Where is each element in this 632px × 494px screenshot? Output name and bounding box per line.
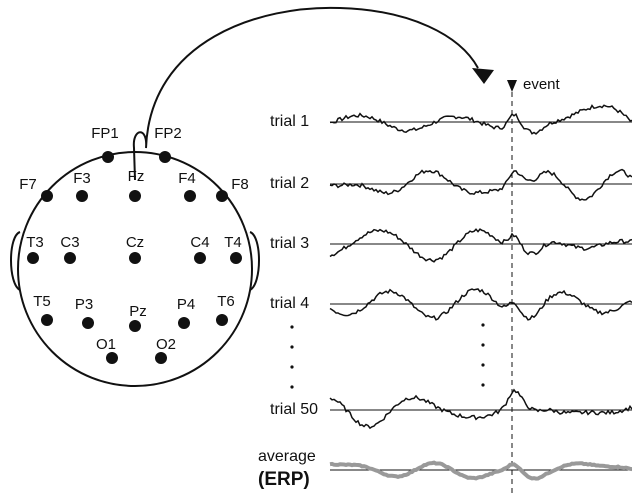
arrow-head xyxy=(472,68,494,84)
trial-label: trial 4 xyxy=(270,295,309,312)
head xyxy=(17,151,253,387)
trial-label: trial 50 xyxy=(270,401,318,418)
electrode xyxy=(27,252,39,264)
trial-waveform xyxy=(329,104,632,135)
electrode xyxy=(129,190,141,202)
ellipsis xyxy=(290,323,485,389)
electrode xyxy=(194,252,206,264)
erp-label: (ERP) xyxy=(258,469,310,490)
electrode xyxy=(106,352,118,364)
electrode xyxy=(155,352,167,364)
trial-label: trial 3 xyxy=(270,235,309,252)
electrode-label: C3 xyxy=(60,234,79,251)
trial-waveform xyxy=(329,228,632,263)
electrode-label: T4 xyxy=(224,234,242,251)
electrode xyxy=(216,314,228,326)
average-label: average xyxy=(258,448,316,465)
electrode xyxy=(129,320,141,332)
electrode-label: Fz xyxy=(128,168,145,185)
electrode-label: T3 xyxy=(26,234,44,251)
electrode-label: Pz xyxy=(129,303,147,320)
trial-label: trial 1 xyxy=(270,113,309,130)
electrode xyxy=(64,252,76,264)
electrode-label: F4 xyxy=(178,170,196,187)
trial-waveform xyxy=(329,168,632,202)
electrode-label: O2 xyxy=(156,336,176,353)
electrode xyxy=(230,252,242,264)
electrode xyxy=(184,190,196,202)
electrode-label: F7 xyxy=(19,176,37,193)
electrode xyxy=(102,151,114,163)
electrode-label: FP1 xyxy=(91,125,119,142)
electrode xyxy=(159,151,171,163)
left-ear xyxy=(10,231,21,291)
trial-waveform xyxy=(329,388,632,430)
event-label: event xyxy=(523,76,561,93)
erp-waveform xyxy=(329,460,632,481)
electrode xyxy=(41,314,53,326)
event-marker xyxy=(507,80,517,92)
right-ear xyxy=(249,231,260,291)
electrode xyxy=(41,190,53,202)
trial-label: trial 2 xyxy=(270,175,309,192)
electrode-label: C4 xyxy=(190,234,209,251)
electrode-label: P3 xyxy=(75,296,93,313)
electrode xyxy=(178,317,190,329)
electrode xyxy=(216,190,228,202)
connector-arc xyxy=(132,6,479,181)
electrode xyxy=(76,190,88,202)
trial-waveform xyxy=(329,288,632,321)
electrode xyxy=(129,252,141,264)
electrode-label: FP2 xyxy=(154,125,182,142)
electrode-label: Cz xyxy=(126,234,144,251)
electrode-label: T6 xyxy=(217,293,235,310)
electrode-label: O1 xyxy=(96,336,116,353)
electrode xyxy=(82,317,94,329)
electrode-label: F3 xyxy=(73,170,91,187)
electrode-label: P4 xyxy=(177,296,195,313)
electrode-label: F8 xyxy=(231,176,249,193)
electrode-label: T5 xyxy=(33,293,51,310)
